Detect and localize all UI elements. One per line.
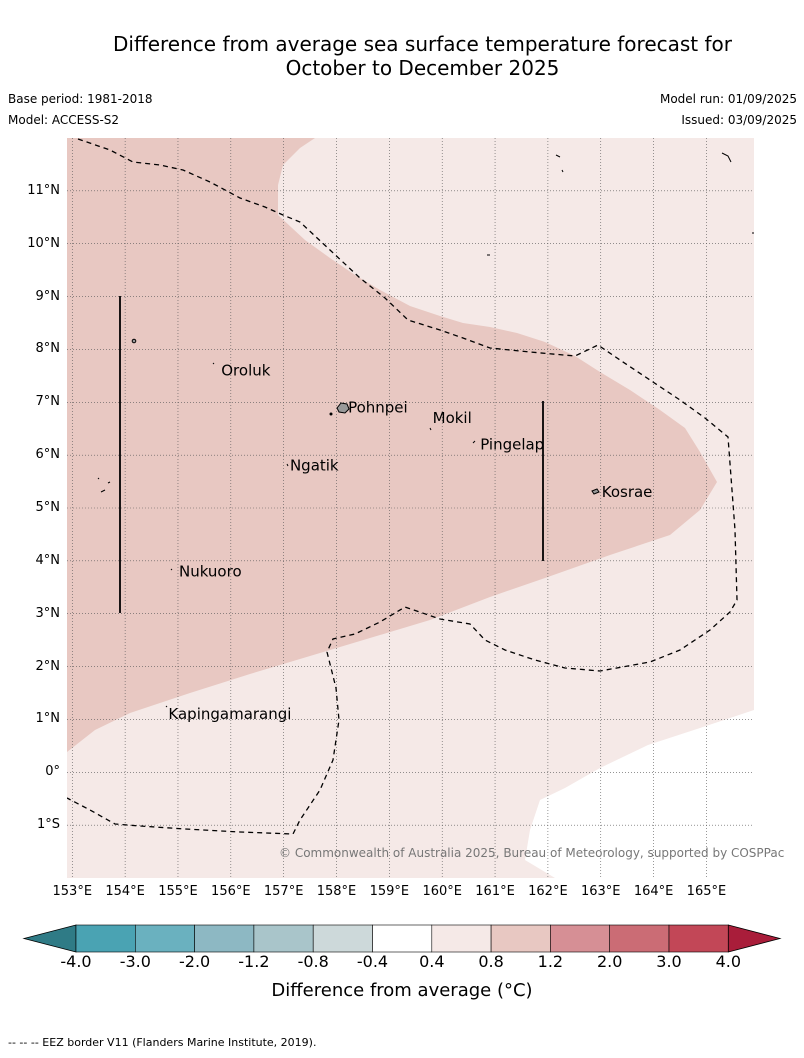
place-label-ngatik: Ngatik <box>290 457 339 475</box>
colorbar-segment <box>550 924 611 953</box>
anomaly-region-below-0.4 <box>525 710 754 878</box>
colorbar-segment <box>668 924 729 953</box>
longitude-label: 159°E <box>369 884 410 899</box>
place-label-mokil: Mokil <box>433 409 472 427</box>
place-labels: Oroluk Pohnpei Mokil Pingelap Ngatik Kosrae Nu… <box>168 362 652 724</box>
base-period: Base period: 1981-2018 <box>8 92 153 106</box>
pohnpei-island <box>336 402 350 414</box>
longitude-label: 158°E <box>316 884 357 899</box>
longitude-label: 156°E <box>211 884 251 899</box>
longitude-label: 154°E <box>105 884 145 899</box>
colorbar-tick: -2.0 <box>178 952 211 971</box>
colorbar-segment <box>194 924 255 953</box>
colorbar-tick: -3.0 <box>119 952 151 971</box>
latitude-label: 4°N <box>35 552 61 568</box>
model-run-date: Model run: 01/09/2025 <box>659 92 797 106</box>
graticule <box>67 138 754 878</box>
colorbar-tick: 4.0 <box>715 952 742 971</box>
oroluk-atoll <box>212 362 215 365</box>
colorbar-tick: 0.8 <box>478 952 504 971</box>
title-line-1: Difference from average sea surface temp… <box>112 32 732 56</box>
latitude-label: 2°N <box>35 658 61 674</box>
longitude-label: 164°E <box>633 884 674 899</box>
islet <box>329 412 333 416</box>
colorbar-segment <box>312 924 373 953</box>
longitude-label: 162°E <box>528 884 568 899</box>
model-name: Model: ACCESS-S2 <box>8 113 120 127</box>
longitude-label: 161°E <box>475 884 515 899</box>
place-label-pohnpei: Pohnpei <box>348 399 408 417</box>
colorbar-tick: -4.0 <box>60 952 92 971</box>
colorbar-segment <box>75 924 136 953</box>
longitude-label: 153°E <box>52 884 93 899</box>
latitude-label: 10°N <box>27 235 60 251</box>
colorbar-tick: -1.2 <box>238 952 270 971</box>
nukuoro-atoll <box>170 568 173 571</box>
colorbar-tick: -0.4 <box>356 952 389 971</box>
kosrae-island <box>591 488 600 495</box>
longitude-label: 155°E <box>158 884 198 899</box>
copyright-notice: © Commonwealth of Australia 2025, Bureau… <box>279 846 784 860</box>
anomaly-region-0.8-1.2 <box>67 138 717 752</box>
latitude-label: 9°N <box>35 288 61 304</box>
colorbar-tick: 3.0 <box>656 952 682 971</box>
latitude-label: 7°N <box>35 394 61 410</box>
map-title: Difference from average sea surface temp… <box>0 32 804 80</box>
latitude-label: 1°S <box>36 817 60 833</box>
title-line-2: October to December 2025 <box>285 56 560 80</box>
latitude-label: 0° <box>45 764 60 780</box>
place-label-nukuoro: Nukuoro <box>179 562 242 580</box>
colorbar <box>22 924 782 953</box>
latitude-label: 6°N <box>35 447 61 463</box>
islands <box>97 152 754 708</box>
longitude-label: 163°E <box>580 884 621 899</box>
colorbar-extend-high <box>727 924 782 953</box>
ngatik-atoll <box>286 463 289 467</box>
latitude-label: 3°N <box>35 605 61 621</box>
eez-border <box>67 138 738 835</box>
colorbar-segment <box>609 924 670 953</box>
anomaly-field <box>67 138 754 878</box>
place-label-kosrae: Kosrae <box>602 483 653 501</box>
colorbar-tick: 1.2 <box>537 952 564 971</box>
latitude-label: 5°N <box>35 500 61 515</box>
colorbar-tick: 0.4 <box>419 952 445 971</box>
longitude-label: 157°E <box>263 884 304 899</box>
latitude-label: 1°N <box>35 711 61 727</box>
place-label-pingelap: Pingelap <box>480 436 544 454</box>
colorbar-segment <box>253 924 314 953</box>
longitude-label: 160°E <box>422 884 462 899</box>
colorbar-tick: -0.8 <box>297 952 329 971</box>
colorbar-tick: 2.0 <box>596 952 623 971</box>
islet <box>555 154 564 173</box>
latitude-label: 11°N <box>27 182 60 198</box>
colorbar-label: Difference from average (°C) <box>271 980 533 1001</box>
issued-date: Issued: 03/09/2025 <box>681 113 797 127</box>
colorbar-extend-low <box>22 924 77 953</box>
pingelap-atoll <box>472 440 476 444</box>
colorbar-segment <box>431 924 492 953</box>
latitude-label: 8°N <box>35 341 61 357</box>
islet <box>97 477 111 493</box>
place-label-oroluk: Oroluk <box>221 362 270 380</box>
colorbar-segment <box>135 924 195 953</box>
colorbar-segment <box>490 924 551 953</box>
colorbar-segment <box>372 924 433 953</box>
islet <box>131 338 137 344</box>
place-label-kapingamarangi: Kapingamarangi <box>168 705 291 723</box>
mokil-atoll <box>429 427 432 431</box>
kapingamarangi-atoll <box>165 705 168 708</box>
islet <box>721 152 732 163</box>
longitude-label: 165°E <box>686 884 727 899</box>
eez-legend-note: -- -- -- EEZ border V11 (Flanders Marine… <box>8 1036 317 1049</box>
